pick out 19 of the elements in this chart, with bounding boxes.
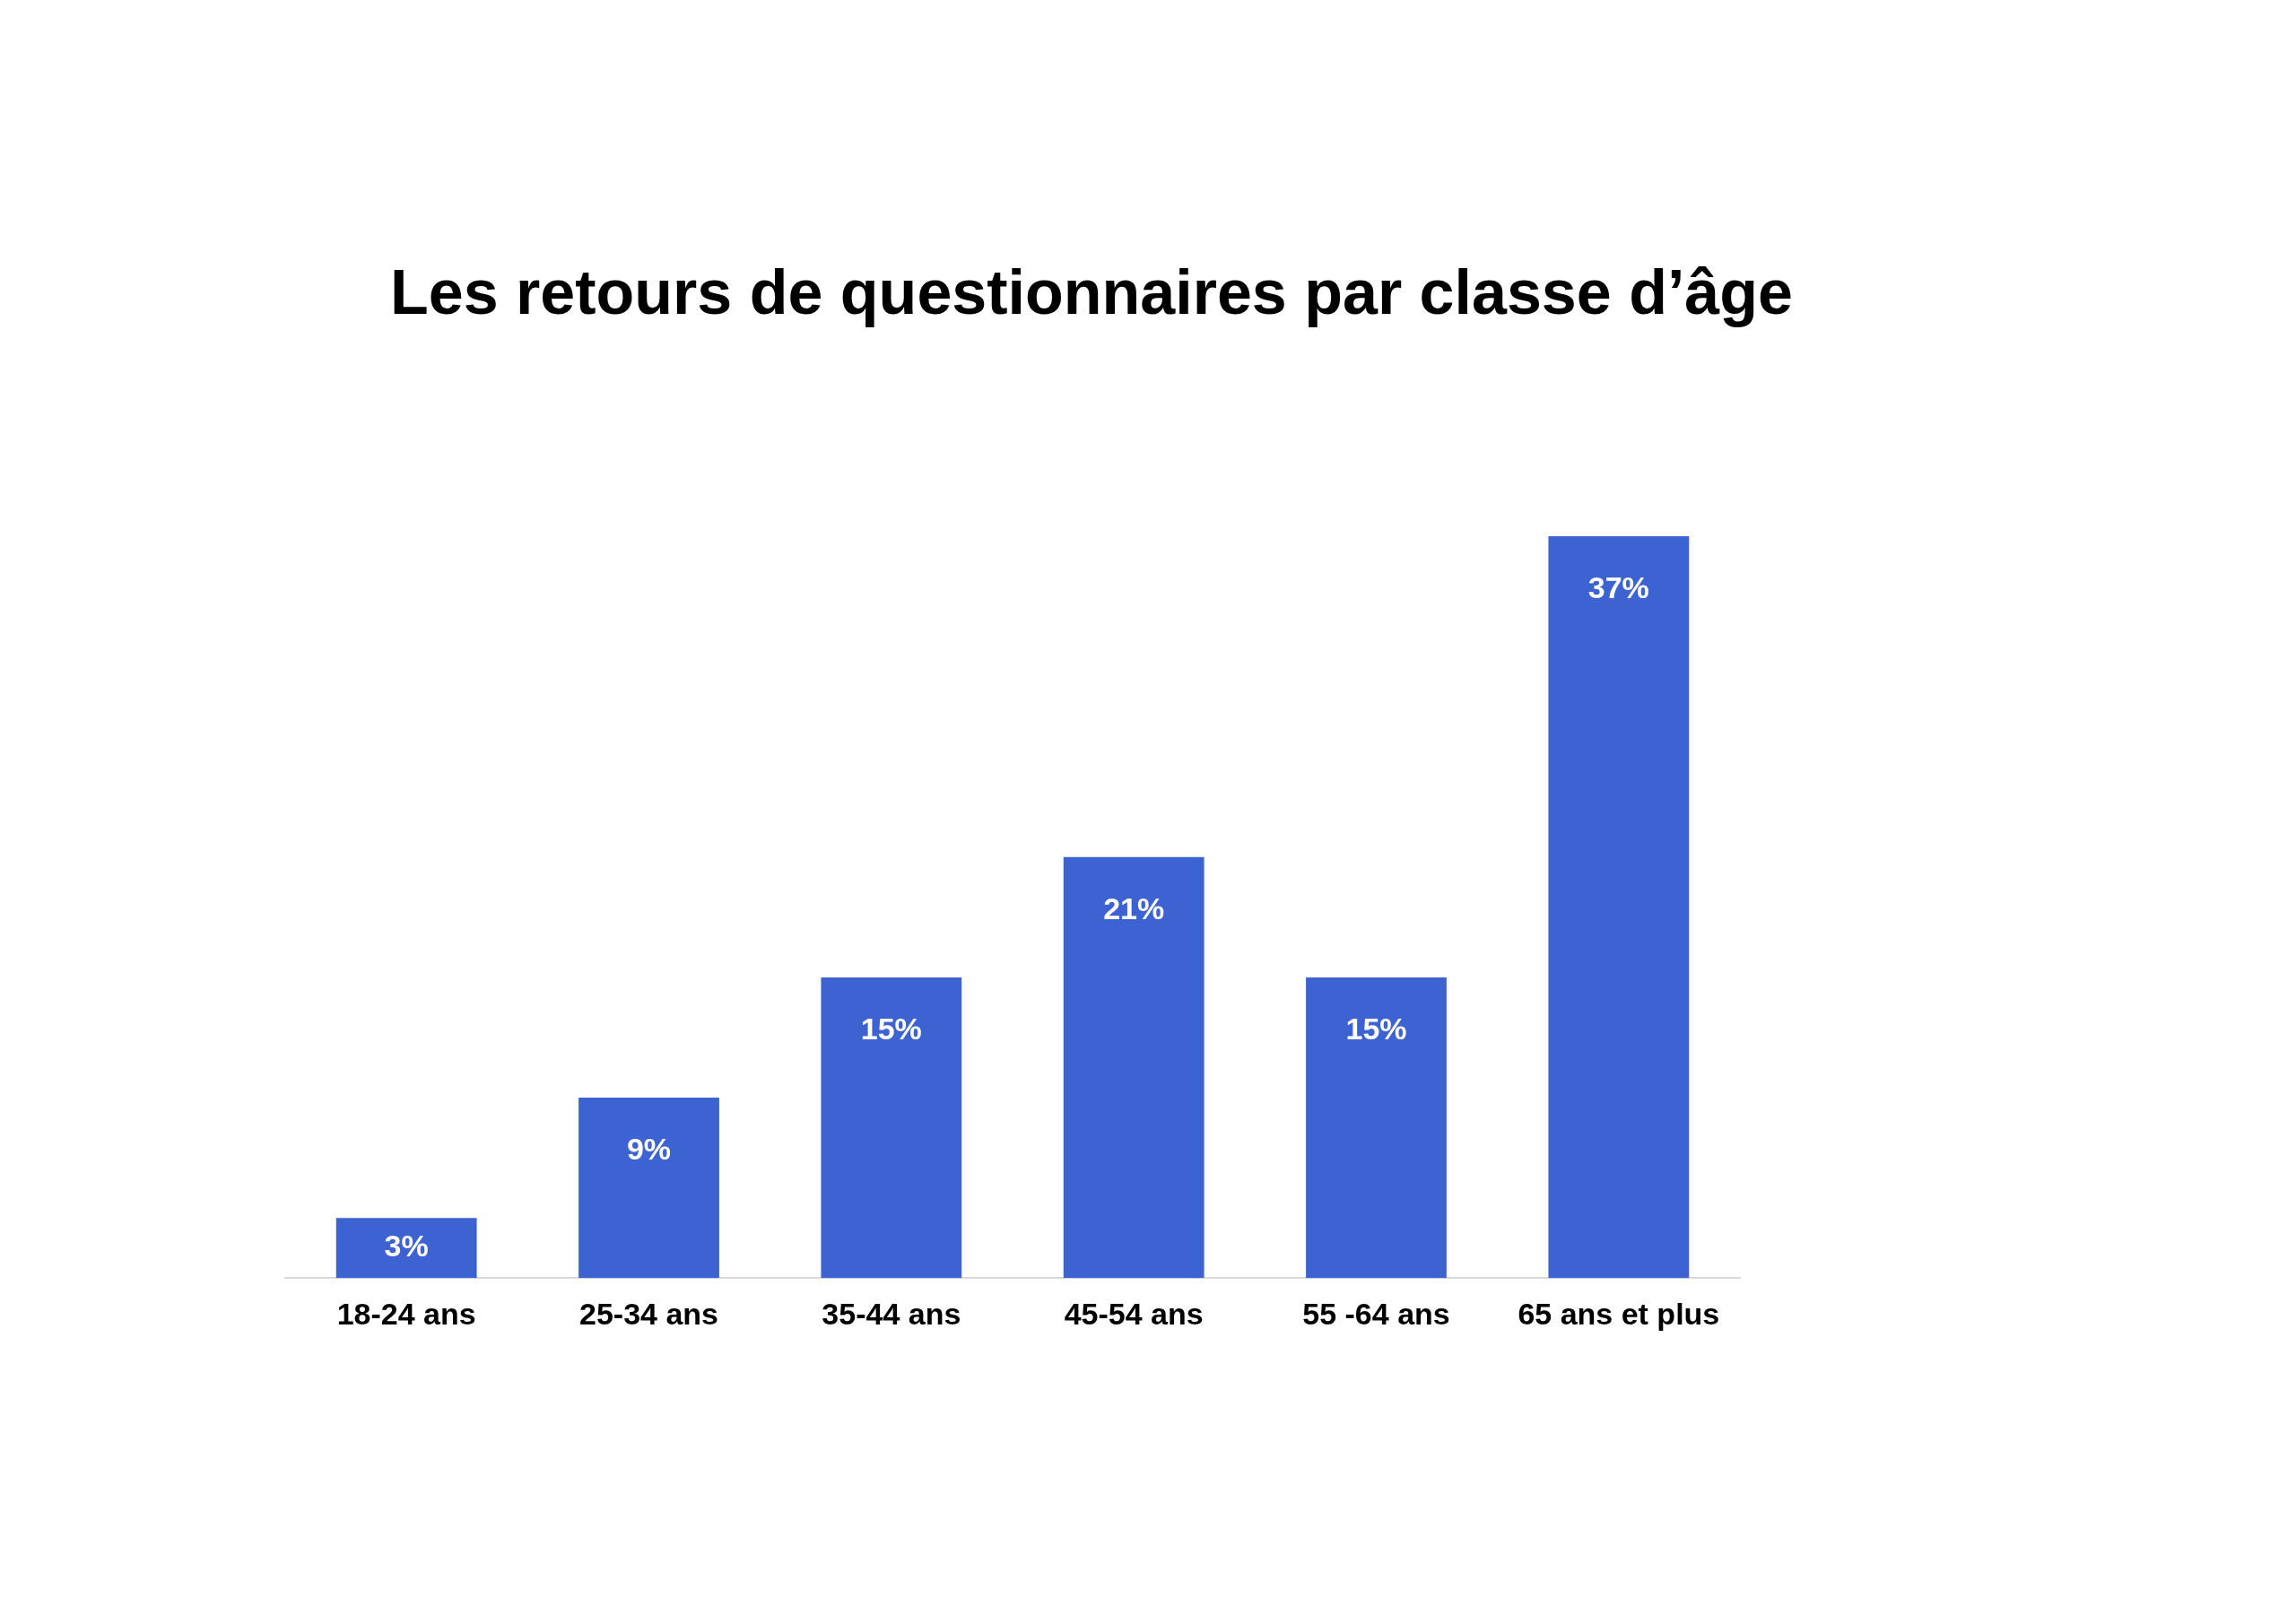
bar: [1063, 856, 1205, 1279]
bar: [1306, 977, 1447, 1279]
bar: [1548, 536, 1690, 1279]
x-tick-label: 18-24 ans: [336, 1296, 476, 1331]
bar: [335, 1218, 477, 1279]
x-tick-label: 35-44 ans: [822, 1296, 961, 1331]
bar: [821, 977, 962, 1279]
x-tick-label: 45-54 ans: [1064, 1296, 1204, 1331]
bar: [578, 1098, 719, 1279]
data-label: 21%: [1103, 891, 1165, 926]
data-label: 15%: [1345, 1012, 1407, 1046]
x-tick-label: 55 -64 ans: [1302, 1296, 1450, 1331]
data-label: 37%: [1587, 570, 1649, 605]
data-label: 9%: [626, 1132, 672, 1167]
data-label: 3%: [384, 1229, 429, 1264]
chart-title: Les retours de questionnaires par classe d’âge: [390, 257, 1793, 328]
x-tick-label: 25-34 ans: [579, 1296, 718, 1331]
x-tick-label: 65 ans et plus: [1518, 1296, 1720, 1331]
data-label: 15%: [860, 1012, 922, 1046]
